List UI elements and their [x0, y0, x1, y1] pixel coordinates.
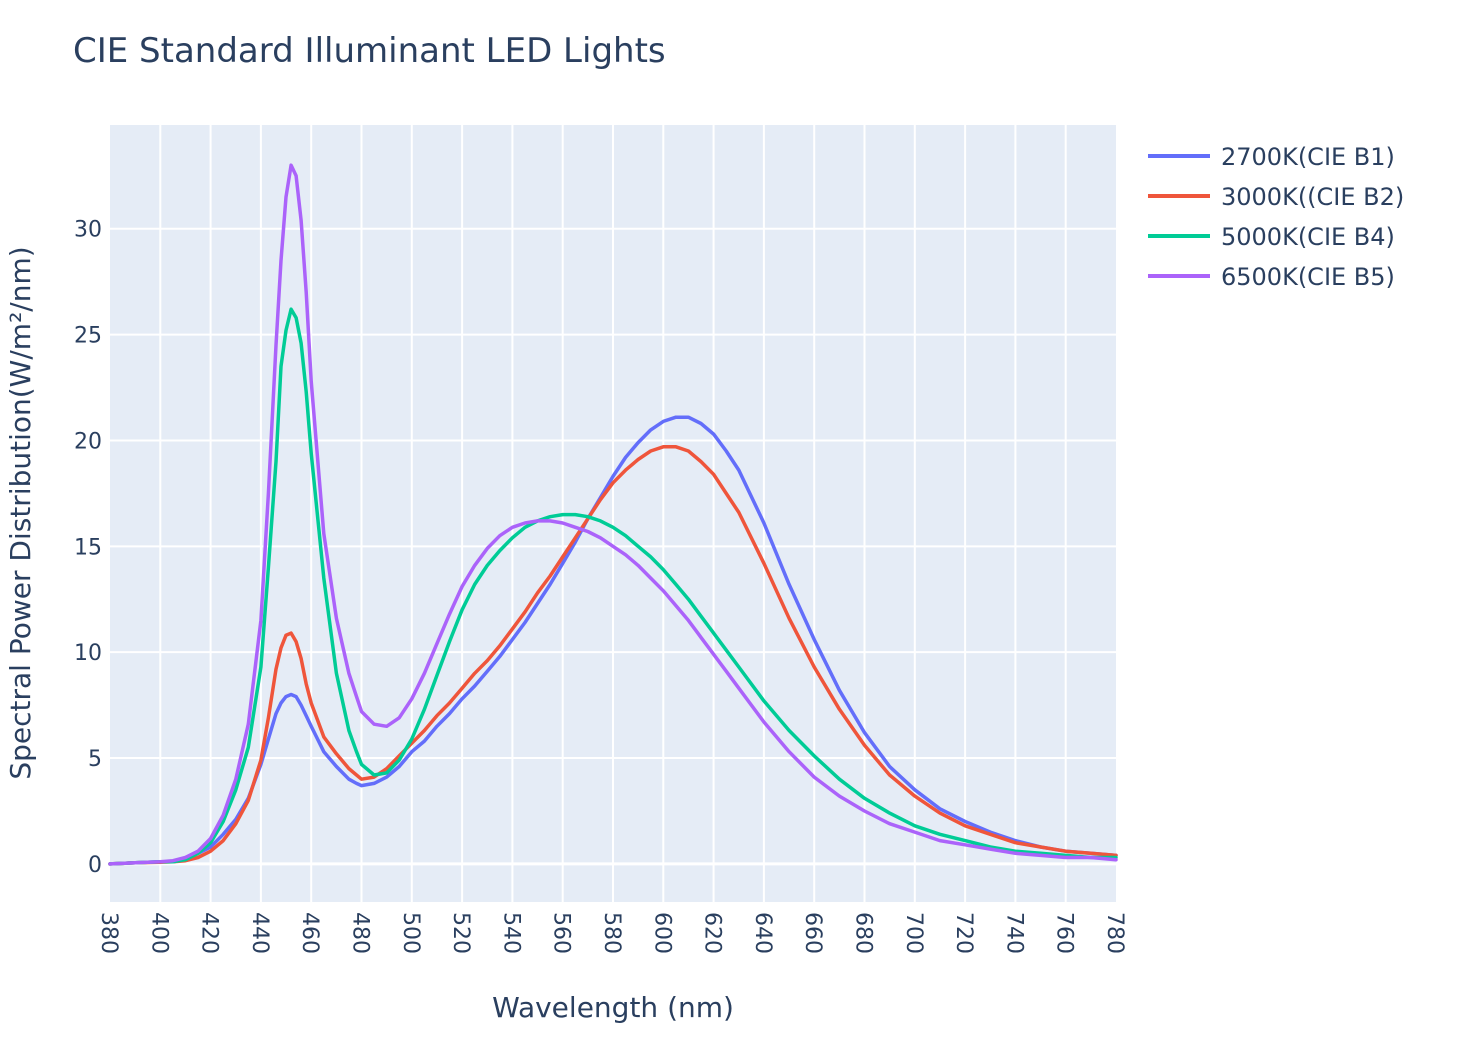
y-tick-label: 20	[74, 429, 102, 454]
x-tick-label: 680	[851, 912, 876, 954]
legend-label: 6500K(CIE B5)	[1221, 263, 1395, 291]
chart-title: CIE Standard Illuminant LED Lights	[73, 31, 666, 71]
x-tick-label: 580	[599, 912, 624, 954]
y-tick-label: 5	[88, 747, 102, 772]
legend-label: 5000K(CIE B4)	[1221, 223, 1395, 251]
x-tick-label: 520	[448, 912, 473, 954]
x-tick-label: 440	[247, 912, 272, 954]
x-tick-label: 780	[1102, 912, 1127, 954]
x-tick-label: 740	[1001, 912, 1026, 954]
x-tick-label: 720	[951, 912, 976, 954]
x-tick-label: 760	[1052, 912, 1077, 954]
series-line-1	[108, 415, 1118, 866]
legend-label: 2700K(CIE B1)	[1221, 143, 1395, 171]
x-axis-ticks: 380 400 420 440 460 480 500 520 540 560 580 600 620 6…	[96, 912, 1127, 954]
x-tick-label: 460	[297, 912, 322, 954]
x-tick-label: 700	[901, 912, 926, 954]
x-tick-label: 480	[348, 912, 373, 954]
y-tick-label: 10	[74, 641, 102, 666]
x-tick-label: 660	[800, 912, 825, 954]
y-tick-label: 25	[74, 324, 102, 349]
x-tick-label: 620	[700, 912, 725, 954]
x-tick-label: 420	[197, 912, 222, 954]
legend-label: 3000K((CIE B2)	[1221, 183, 1404, 211]
x-tick-label: 560	[549, 912, 574, 954]
x-tick-label: 540	[498, 912, 523, 954]
y-tick-label: 15	[74, 535, 102, 560]
series-lines	[108, 163, 1118, 866]
y-tick-label: 30	[74, 218, 102, 243]
x-tick-label: 600	[649, 912, 674, 954]
y-axis-ticks: 0 5 10 15 20 25 30	[74, 218, 102, 878]
x-tick-label: 380	[96, 912, 121, 954]
y-axis-title: Spectral Power Distribution(W/m²/nm)	[4, 246, 37, 779]
x-axis-title: Wavelength (nm)	[492, 991, 734, 1024]
series-line-4	[108, 163, 1118, 866]
legend: 2700K(CIE B1) 3000K((CIE B2) 5000K(CIE B4)…	[1148, 143, 1404, 291]
x-tick-label: 640	[750, 912, 775, 954]
y-tick-label: 0	[88, 853, 102, 878]
series-line-3	[108, 307, 1118, 866]
grid-lines	[110, 125, 1116, 902]
x-tick-label: 400	[146, 912, 171, 954]
series-line-2	[108, 445, 1118, 866]
x-tick-label: 500	[398, 912, 423, 954]
